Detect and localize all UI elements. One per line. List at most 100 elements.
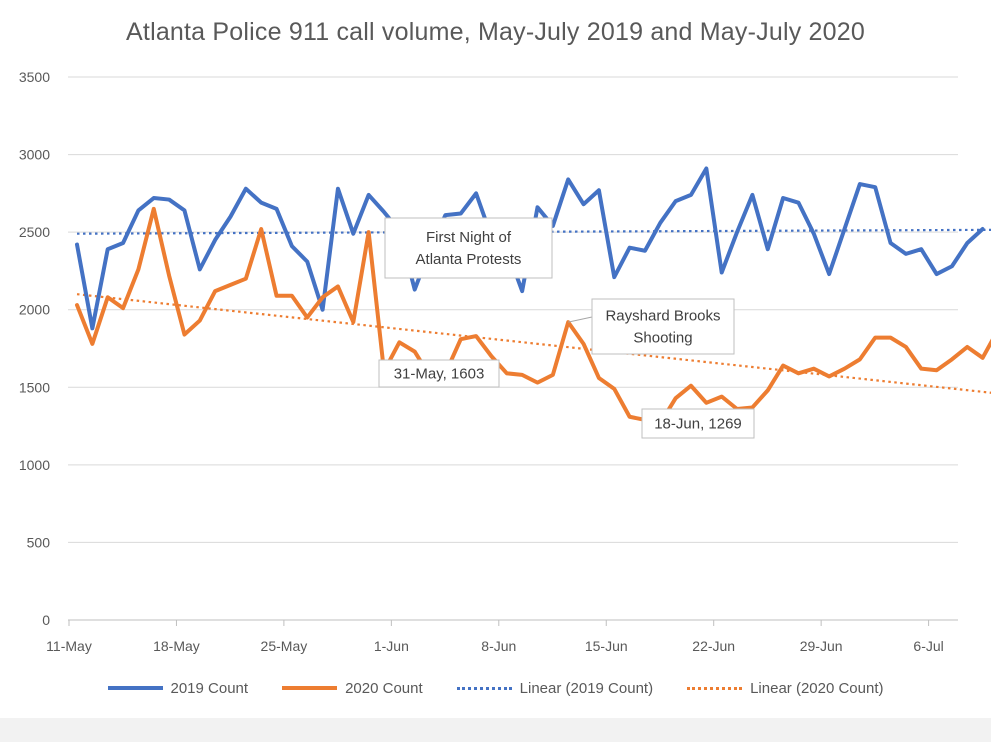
- legend: 2019 Count 2020 Count Linear (2019 Count…: [0, 676, 991, 700]
- data-point-2019-2: [107, 248, 109, 250]
- data-point-2020-6: [168, 274, 170, 277]
- trendline-linear-2020-count-: [76, 293, 991, 394]
- y-tick-0: 0: [42, 612, 50, 628]
- annotation-text-brooks-0: Rayshard Brooks: [605, 308, 720, 325]
- data-point-2020-28: [506, 372, 508, 374]
- data-point-2019-14: [291, 245, 293, 247]
- data-point-2020-50: [843, 368, 846, 370]
- data-point-2019-58: [966, 242, 968, 244]
- data-point-2020-47: [797, 372, 800, 374]
- data-point-2020-21: [398, 341, 400, 343]
- data-point-2020-45: [767, 389, 769, 391]
- data-point-2019-38: [659, 222, 661, 224]
- data-point-2019-4: [137, 209, 139, 212]
- data-point-2019-33: [582, 203, 585, 205]
- data-point-2020-1: [91, 343, 93, 345]
- x-tick-6-Jul: 6-Jul: [913, 638, 943, 654]
- annotation-text-jun18-0: 18-Jun, 1269: [654, 416, 742, 433]
- data-point-2020-12: [260, 228, 262, 230]
- data-point-2020-5: [153, 208, 155, 210]
- legend-item-2020: 2020 Count: [282, 680, 423, 697]
- data-point-2019-22: [414, 288, 416, 291]
- legend-label-linear-2019: Linear (2019 Count): [519, 679, 654, 697]
- data-point-2019-12: [260, 202, 262, 204]
- data-point-2019-47: [797, 202, 800, 204]
- x-tick-1-Jun: 1-Jun: [374, 638, 409, 654]
- data-point-2019-35: [613, 276, 615, 278]
- data-point-2020-29: [521, 374, 523, 376]
- data-point-2019-46: [782, 197, 784, 199]
- data-point-2020-8: [199, 319, 201, 322]
- y-tick-3000: 3000: [19, 147, 50, 163]
- gridlines: [68, 76, 958, 626]
- data-point-2020-51: [859, 358, 861, 360]
- data-point-2019-50: [843, 228, 846, 230]
- data-point-2019-3: [122, 242, 124, 244]
- data-point-2019-8: [199, 268, 201, 270]
- data-point-2019-31: [552, 225, 554, 227]
- data-point-2020-34: [598, 377, 600, 379]
- data-point-2020-58: [966, 346, 968, 348]
- x-axis-tick-labels: 11-May 18-May 25-May 1-Jun 8-Jun 15-Jun 22-Jun…: [46, 638, 944, 654]
- data-point-2019-11: [245, 188, 247, 190]
- data-point-2020-44: [751, 406, 754, 409]
- data-point-2020-54: [905, 346, 907, 348]
- annotation-text-protests-0: First Night of: [426, 229, 512, 246]
- data-point-2019-40: [690, 194, 692, 196]
- data-point-2019-26: [475, 192, 477, 194]
- annotation-box-protests: [384, 217, 553, 279]
- series-lines: [75, 166, 991, 426]
- annotation-text-may31-0: 31-May, 1603: [394, 366, 485, 383]
- data-point-2020-40: [690, 385, 692, 387]
- data-point-2019-34: [598, 189, 600, 191]
- data-point-2019-43: [736, 231, 738, 233]
- data-point-2019-29: [521, 290, 523, 292]
- data-point-2020-59: [982, 357, 984, 359]
- data-point-2020-30: [536, 382, 539, 384]
- legend-swatch-linear-2020: [687, 686, 743, 690]
- annotation-box-jun18: [641, 408, 755, 439]
- data-point-2020-10: [229, 284, 232, 286]
- data-point-2019-7: [183, 209, 186, 212]
- data-point-2019-13: [275, 208, 278, 210]
- data-point-2020-39: [675, 397, 677, 399]
- data-point-2019-5: [153, 197, 155, 199]
- x-tick-8-Jun: 8-Jun: [481, 638, 516, 654]
- data-point-2020-27: [490, 355, 493, 357]
- data-point-2020-52: [874, 337, 876, 339]
- data-point-2019-20: [383, 211, 385, 213]
- data-point-2020-11: [245, 278, 247, 280]
- data-point-2019-49: [828, 273, 830, 275]
- x-tick-15-Jun: 15-Jun: [585, 638, 628, 654]
- data-point-2020-33: [582, 343, 585, 345]
- x-tick-18-May: 18-May: [153, 638, 200, 654]
- x-tick-29-Jun: 29-Jun: [800, 638, 843, 654]
- data-point-2020-57: [951, 358, 953, 360]
- x-tick-25-May: 25-May: [261, 638, 308, 654]
- annotation-leader-brooks: [568, 316, 593, 323]
- data-point-2019-45: [767, 248, 769, 250]
- legend-label-linear-2020: Linear (2020 Count): [750, 679, 884, 697]
- data-point-2019-36: [629, 247, 631, 249]
- data-point-2020-18: [352, 321, 354, 323]
- data-point-2020-4: [137, 268, 139, 270]
- data-point-2020-53: [889, 337, 892, 339]
- legend-swatch-2020: [282, 686, 338, 690]
- data-point-2020-22: [414, 351, 416, 353]
- data-point-2019-10: [229, 216, 232, 218]
- y-tick-3500: 3500: [19, 69, 50, 85]
- data-point-2019-24: [444, 214, 446, 216]
- data-point-2019-9: [214, 239, 216, 241]
- data-point-2019-54: [905, 253, 907, 255]
- data-point-2020-3: [122, 307, 124, 309]
- data-point-2020-42: [721, 395, 723, 398]
- y-tick-500: 500: [27, 534, 51, 550]
- x-tick-11-May: 11-May: [46, 638, 92, 654]
- data-point-2019-15: [306, 261, 308, 263]
- data-point-2020-35: [613, 388, 615, 390]
- chart-title: Atlanta Police 911 call volume, May-July…: [126, 18, 865, 46]
- data-point-2019-52: [874, 186, 876, 188]
- legend-item-linear-2019: Linear (2019 Count): [456, 679, 654, 697]
- data-point-2020-41: [705, 402, 707, 404]
- data-point-2020-46: [782, 364, 784, 367]
